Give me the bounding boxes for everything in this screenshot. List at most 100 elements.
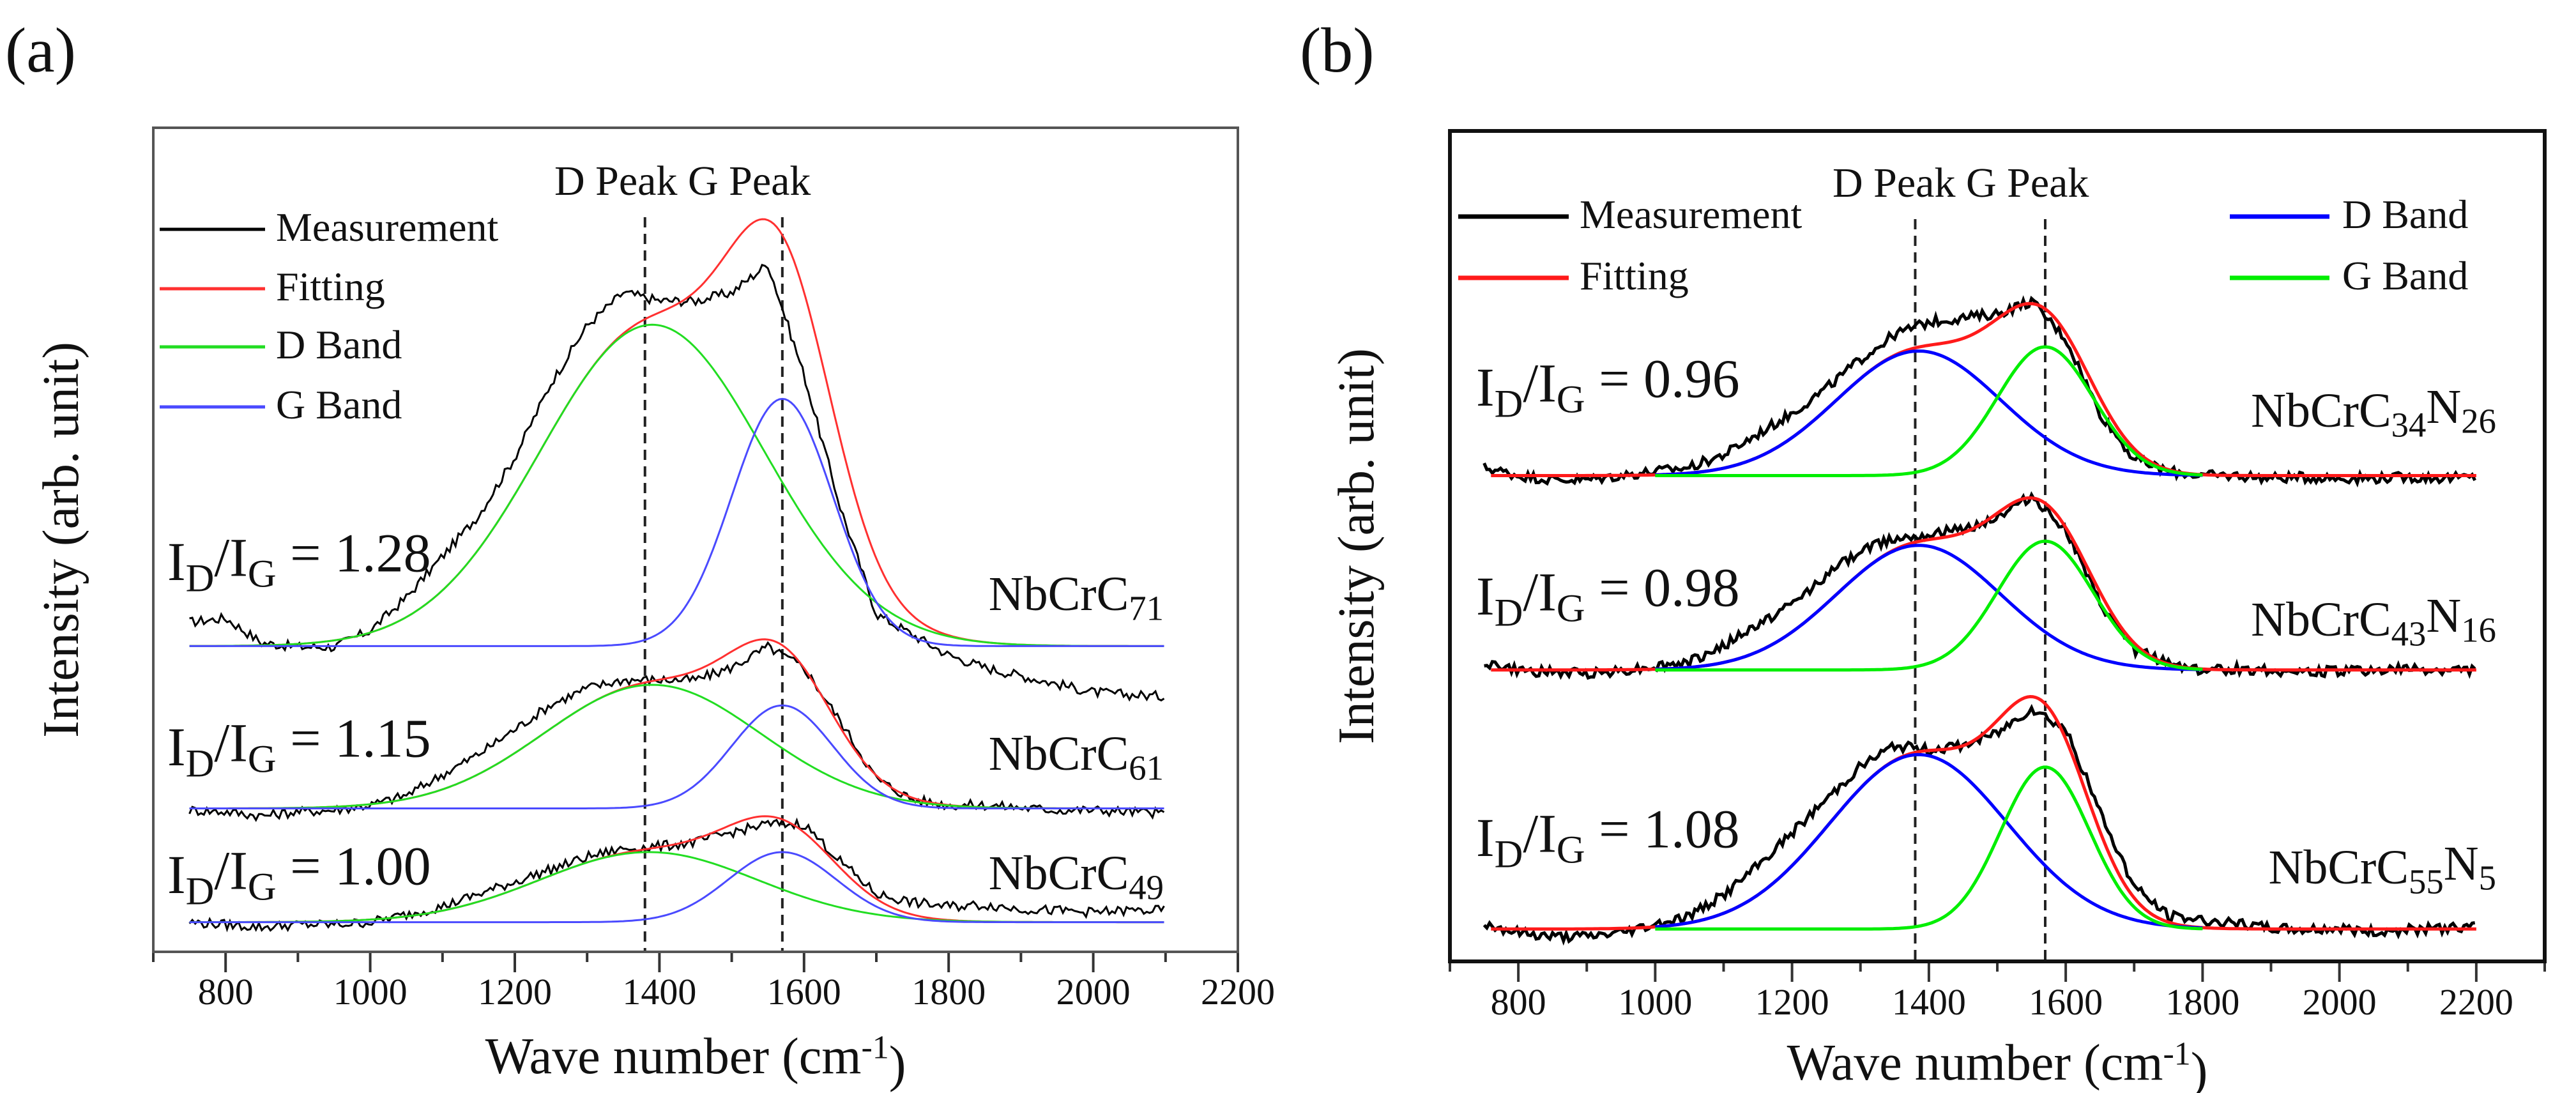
subscript: 26 (2461, 401, 2496, 440)
subscript: 71 (1129, 588, 1164, 627)
sample-name-label: NbCrC49 (989, 846, 1164, 906)
subscript: 34 (2391, 405, 2427, 444)
subscript: D (186, 556, 215, 600)
subscript: 61 (1129, 748, 1164, 787)
legend-label-fitting: Fitting (276, 264, 385, 309)
x-tick-label: 1600 (2029, 981, 2103, 1023)
text-segment: /I (214, 712, 248, 773)
x-tick-label: 2200 (2439, 981, 2513, 1023)
x-tick-label: 2000 (1056, 971, 1131, 1013)
sample-name-label: NbCrC43N16 (2251, 589, 2496, 653)
x-tick-label: 1400 (622, 971, 696, 1013)
text-segment: /I (214, 526, 248, 588)
intensity-ratio-label: ID/IG = 1.00 (167, 836, 431, 913)
legend-label-d_band: D Band (276, 322, 402, 367)
legend-label-g_band: G Band (276, 382, 402, 427)
legend-label-fitting: Fitting (1580, 253, 1689, 298)
y-axis-title: Intensity (arb. unit) (1329, 348, 1385, 744)
panel-label-b: (b) (1300, 15, 1375, 86)
legend-label-g_band: G Band (2342, 253, 2468, 298)
sample-name-label: NbCrC34N26 (2251, 380, 2496, 444)
subscript: G (1557, 378, 1585, 422)
x-tick-label: 1400 (1892, 981, 1966, 1023)
subscript: D (1495, 382, 1523, 425)
measurement-curve (188, 817, 1165, 933)
intensity-ratio-label: ID/IG = 1.08 (1476, 799, 1740, 876)
subscript: 43 (2391, 614, 2427, 653)
x-tick-label: 1000 (1618, 981, 1692, 1023)
g-band-curve (1655, 345, 2203, 477)
text-segment: NbCrC (989, 727, 1129, 781)
subscript: G (248, 738, 277, 781)
text-segment: /I (214, 839, 248, 901)
x-tick-label: 1000 (333, 971, 408, 1013)
text-segment: ) (2191, 1043, 2208, 1093)
x-tick-label: 2000 (2303, 981, 2377, 1023)
text-segment: N (2426, 589, 2461, 643)
text-segment: N (2444, 837, 2479, 890)
text-segment: I (1476, 356, 1495, 418)
x-tick-label: 1200 (478, 971, 552, 1013)
d-band-curve (1655, 753, 2203, 930)
intensity-ratio-label: ID/IG = 1.28 (167, 523, 431, 600)
g-band-curve (1655, 765, 2203, 931)
text-segment: /I (1523, 802, 1557, 864)
x-tick-label: 1800 (2165, 981, 2239, 1023)
subscript: G (1557, 587, 1585, 631)
text-segment: NbCrC (989, 846, 1129, 900)
x-tick-label: 800 (1491, 981, 1546, 1023)
subscript: D (186, 869, 215, 913)
g-band-curve (189, 397, 1164, 647)
text-segment: /I (1523, 352, 1557, 413)
text-segment: I (1476, 565, 1495, 627)
legend-label-measurement: Measurement (276, 204, 499, 250)
x-tick-label: 1200 (1755, 981, 1829, 1023)
text-segment: N (2426, 380, 2461, 434)
legend-label-d_band: D Band (2342, 192, 2468, 237)
text-segment: I (167, 531, 186, 592)
panel-b-chart: 800 1000 1200 1400 1600 1800 2000 2200 Wave numb… (1329, 129, 2547, 1093)
plot-frame (152, 126, 1239, 953)
text-segment: I (167, 844, 186, 905)
x-axis-title: Wave number (cm-1) (485, 1028, 906, 1093)
peak-labels: D Peak G Peak (554, 158, 811, 204)
text-segment: NbCrC (2251, 384, 2391, 438)
intensity-ratio-label: ID/IG = 0.96 (1476, 348, 1740, 426)
x-tick-label: 1600 (767, 971, 841, 1013)
subscript: D (186, 742, 215, 785)
intensity-ratio-label: ID/IG = 0.98 (1476, 557, 1740, 635)
intensity-ratio-label: ID/IG = 1.15 (167, 708, 431, 786)
text-segment: NbCrC (2251, 593, 2391, 646)
text-segment: /I (1523, 561, 1557, 622)
subscript: 16 (2461, 610, 2496, 649)
d-band-curve (189, 323, 1164, 647)
subscript: G (248, 553, 277, 596)
text-segment: = 1.00 (277, 836, 431, 897)
text-segment: = 1.28 (277, 523, 431, 584)
x-tick-label: 1800 (911, 971, 986, 1013)
plot-frame (1448, 129, 2547, 963)
g-band-curve (189, 704, 1164, 809)
text-segment: = 1.15 (277, 708, 431, 769)
curve-group (188, 218, 1165, 933)
superscript: -1 (861, 1030, 888, 1066)
text-segment: ) (889, 1037, 906, 1093)
panel-a-chart: 800 1000 1200 1400 1600 1800 2000 2200 Wave numb… (33, 126, 1275, 1093)
superscript: -1 (2163, 1036, 2190, 1073)
text-segment: = 1.08 (1585, 799, 1740, 860)
x-axis-title: Wave number (cm-1) (1787, 1035, 2208, 1093)
text-segment: NbCrC (989, 567, 1129, 621)
peak-labels: D Peak G Peak (1833, 160, 2089, 206)
text-segment: Wave number (cm (1787, 1035, 2163, 1091)
text-segment: = 0.96 (1585, 348, 1740, 409)
panel-label-a: (a) (5, 15, 76, 86)
text-segment: = 0.98 (1585, 557, 1740, 618)
curve-group (1482, 295, 2476, 946)
d-band-curve (1655, 349, 2203, 477)
sample-name-label: NbCrC55N5 (2268, 837, 2496, 901)
x-tick-label: 2200 (1201, 971, 1275, 1013)
sample-name-label: NbCrC61 (989, 727, 1164, 787)
text-segment: I (167, 716, 186, 777)
text-segment: I (1476, 807, 1495, 868)
d-band-curve (1655, 544, 2203, 671)
